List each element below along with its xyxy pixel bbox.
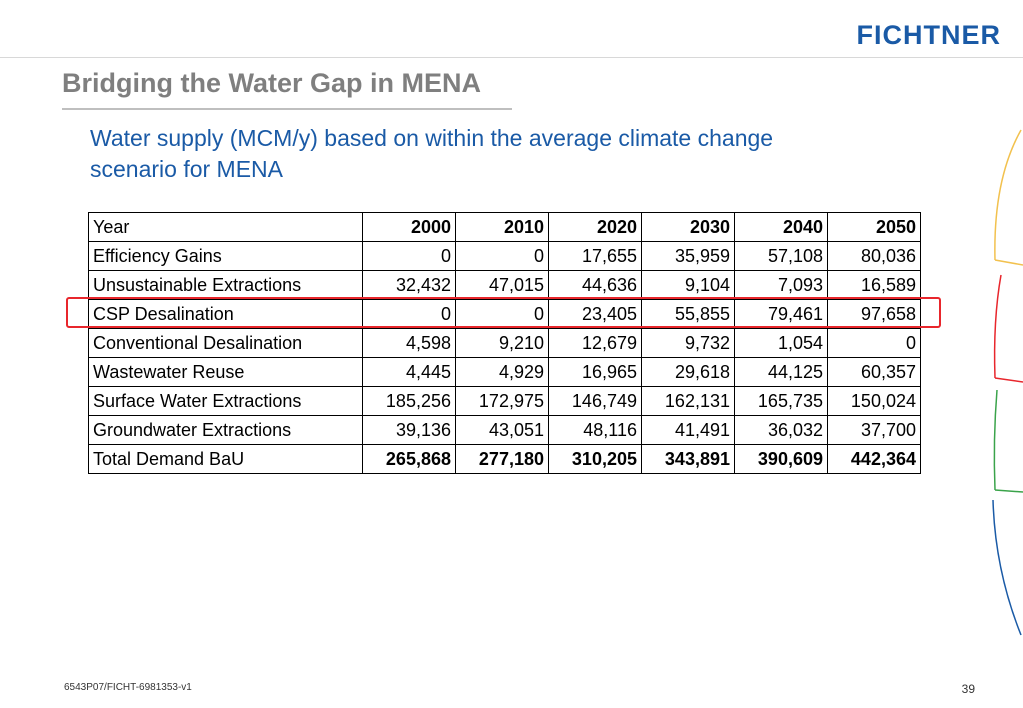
table-cell: 150,024 bbox=[827, 386, 921, 416]
table-cell: 43,051 bbox=[455, 415, 549, 445]
title-underline bbox=[62, 108, 512, 110]
table-cell: 162,131 bbox=[641, 386, 735, 416]
table-cell: 0 bbox=[455, 241, 549, 271]
table-cell: 9,732 bbox=[641, 328, 735, 358]
table-cell: 165,735 bbox=[734, 386, 828, 416]
row-label: Surface Water Extractions bbox=[88, 386, 363, 416]
row-label: Conventional Desalination bbox=[88, 328, 363, 358]
table-cell: 57,108 bbox=[734, 241, 828, 271]
table-cell: 4,445 bbox=[362, 357, 456, 387]
row-label: Groundwater Extractions bbox=[88, 415, 363, 445]
table-cell: 146,749 bbox=[548, 386, 642, 416]
table-cell: 4,929 bbox=[455, 357, 549, 387]
table-cell: 23,405 bbox=[548, 299, 642, 329]
row-label: Total Demand BaU bbox=[88, 444, 363, 474]
table-row: Conventional Desalination 4,598 9,210 12,67… bbox=[88, 328, 921, 358]
row-label: CSP Desalination bbox=[88, 299, 363, 329]
csp-row-highlight bbox=[66, 297, 941, 328]
column-header: 2020 bbox=[548, 212, 642, 242]
row-label: Efficiency Gains bbox=[88, 241, 363, 271]
column-header: 2050 bbox=[827, 212, 921, 242]
table-cell: 16,589 bbox=[827, 270, 921, 300]
table-row: CSP Desalination 0 0 23,405 55,855 79,461 97,6… bbox=[88, 299, 921, 329]
table-cell: 60,357 bbox=[827, 357, 921, 387]
table-cell: 9,104 bbox=[641, 270, 735, 300]
table-cell: 265,868 bbox=[362, 444, 456, 474]
column-header: 2000 bbox=[362, 212, 456, 242]
table-row: Total Demand BaU 265,868 277,180 310,205 343… bbox=[88, 444, 921, 474]
decorative-arcs bbox=[992, 129, 1023, 636]
table-row: Unsustainable Extractions 32,432 47,015 44,… bbox=[88, 270, 921, 300]
slide-subtitle: Water supply (MCM/y) based on within the… bbox=[90, 125, 774, 182]
table-cell: 37,700 bbox=[827, 415, 921, 445]
table-cell: 17,655 bbox=[548, 241, 642, 271]
header-divider bbox=[0, 57, 1023, 58]
table-cell: 0 bbox=[827, 328, 921, 358]
table-cell: 80,036 bbox=[827, 241, 921, 271]
table-cell: 310,205 bbox=[548, 444, 642, 474]
column-header: Year bbox=[88, 212, 363, 242]
table-cell: 36,032 bbox=[734, 415, 828, 445]
table-cell: 0 bbox=[362, 241, 456, 271]
document-id: 6543P07/FICHT-6981353-v1 bbox=[64, 682, 192, 693]
water-supply-table: Year 2000 2010 2020 2030 2040 2050 Effic… bbox=[88, 212, 921, 474]
table-cell: 44,636 bbox=[548, 270, 642, 300]
row-label: Wastewater Reuse bbox=[88, 357, 363, 387]
table-cell: 47,015 bbox=[455, 270, 549, 300]
table-cell: 9,210 bbox=[455, 328, 549, 358]
table-cell: 442,364 bbox=[827, 444, 921, 474]
page-number: 39 bbox=[961, 682, 975, 696]
table-cell: 12,679 bbox=[548, 328, 642, 358]
table-cell: 32,432 bbox=[362, 270, 456, 300]
row-label: Unsustainable Extractions bbox=[88, 270, 363, 300]
table-cell: 185,256 bbox=[362, 386, 456, 416]
table-cell: 0 bbox=[362, 299, 456, 329]
table-cell: 79,461 bbox=[734, 299, 828, 329]
table-cell: 41,491 bbox=[641, 415, 735, 445]
table-cell: 55,855 bbox=[641, 299, 735, 329]
table-cell: 35,959 bbox=[641, 241, 735, 271]
table-row: Efficiency Gains 0 0 17,655 35,959 57,108 80,0… bbox=[88, 241, 921, 271]
table-cell: 29,618 bbox=[641, 357, 735, 387]
table-cell: 48,116 bbox=[548, 415, 642, 445]
slide-title: Bridging the Water Gap in MENA bbox=[62, 68, 482, 98]
table-row: Surface Water Extractions 185,256 172,975 1… bbox=[88, 386, 921, 416]
column-header: 2030 bbox=[641, 212, 735, 242]
fichtner-logo: FICHTNER bbox=[856, 20, 1001, 50]
table-cell: 44,125 bbox=[734, 357, 828, 387]
table-cell: 172,975 bbox=[455, 386, 549, 416]
table-cell: 4,598 bbox=[362, 328, 456, 358]
table-cell: 390,609 bbox=[734, 444, 828, 474]
column-header: 2010 bbox=[455, 212, 549, 242]
table-cell: 97,658 bbox=[827, 299, 921, 329]
table-cell: 39,136 bbox=[362, 415, 456, 445]
table-cell: 277,180 bbox=[455, 444, 549, 474]
column-header: 2040 bbox=[734, 212, 828, 242]
table-cell: 343,891 bbox=[641, 444, 735, 474]
table-cell: 1,054 bbox=[734, 328, 828, 358]
table-cell: 16,965 bbox=[548, 357, 642, 387]
table-row: Groundwater Extractions 39,136 43,051 48,11… bbox=[88, 415, 921, 445]
table-row: Wastewater Reuse 4,445 4,929 16,965 29,618 44… bbox=[88, 357, 921, 387]
table-header-row: Year 2000 2010 2020 2030 2040 2050 bbox=[88, 212, 921, 242]
table-cell: 7,093 bbox=[734, 270, 828, 300]
